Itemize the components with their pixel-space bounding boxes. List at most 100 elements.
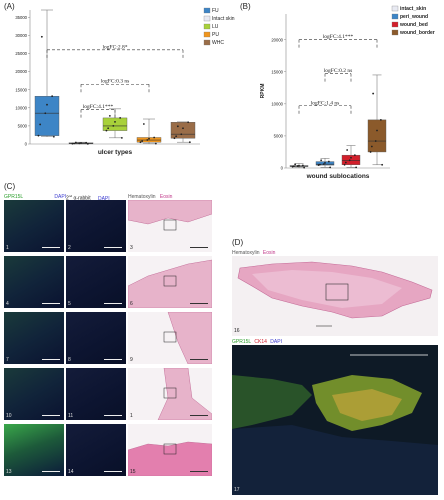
figc-panel-6: 6 xyxy=(128,256,212,308)
legend-label: FU xyxy=(212,8,219,14)
legend-label: peri_wound xyxy=(400,14,428,20)
figc-inset-box xyxy=(163,387,177,399)
data-point xyxy=(343,163,346,166)
figc-2nd-label: 2 xyxy=(66,195,69,202)
figc-panel-9: 9 xyxy=(128,312,212,364)
data-point xyxy=(374,140,377,142)
scale-bar xyxy=(104,359,122,360)
box-lu xyxy=(102,117,128,131)
data-point xyxy=(187,121,190,124)
data-point xyxy=(301,164,304,167)
x-axis-title: wound sublocations xyxy=(306,173,370,180)
figc-panel-13: 13 xyxy=(4,424,64,476)
panel-d-label: (D) xyxy=(232,238,244,247)
figc-panel-7: 7 xyxy=(4,312,64,364)
figc-inset-box xyxy=(163,331,177,343)
figd-num-16: 16 xyxy=(234,328,240,334)
box-wound_border xyxy=(367,119,387,153)
figc-panel-14: 14 xyxy=(66,424,126,476)
box-wound_bed xyxy=(341,154,361,165)
data-point xyxy=(350,156,352,159)
y-tick-label: 15000 xyxy=(15,87,27,92)
figc-he-tissue xyxy=(128,441,212,476)
data-point xyxy=(329,166,332,169)
figd-fluorescence-image: 17 xyxy=(232,345,438,495)
legend-label: intact_skin xyxy=(400,6,426,12)
data-point xyxy=(188,141,191,144)
figc-col2-header: 2nd α-rabbit DAPI xyxy=(66,194,110,202)
legend-swatch xyxy=(203,23,211,30)
y-tick-label: 10000 xyxy=(271,101,283,106)
sig-annotation: logFC:4.1*** xyxy=(323,34,354,40)
figc-panel-10: 10 xyxy=(4,368,64,420)
figc-panel-number: 9 xyxy=(130,357,133,363)
panel-a-label: (A) xyxy=(4,2,15,11)
figc-he-shape xyxy=(128,441,212,476)
figd-inset-box xyxy=(325,283,349,301)
legend-swatch xyxy=(203,39,211,46)
figc-he-tissue xyxy=(128,200,212,231)
data-point xyxy=(294,163,297,166)
data-point xyxy=(146,139,149,141)
y-tick-label: 10000 xyxy=(15,105,27,110)
figd-tissue-section xyxy=(237,261,433,327)
figc-panel-number: 7 xyxy=(6,357,9,363)
y-tick-label: 0 xyxy=(281,166,284,171)
figc-dapi-label-2: DAPI xyxy=(97,195,110,202)
data-point xyxy=(318,163,321,166)
y-tick-label: 15000 xyxy=(271,69,283,74)
data-point xyxy=(173,137,176,140)
scale-bar xyxy=(190,303,208,304)
figd-gpr15l-label: GPR15L xyxy=(232,339,251,345)
data-point xyxy=(153,136,156,139)
legend-swatch xyxy=(203,15,211,22)
y-axis-title: RPKM xyxy=(260,84,266,99)
data-point xyxy=(180,133,183,136)
data-point xyxy=(344,161,347,164)
data-point xyxy=(52,135,55,138)
figc-panel-number: 5 xyxy=(68,301,71,307)
data-point xyxy=(80,142,82,144)
y-tick-label: 20000 xyxy=(15,69,27,74)
data-point xyxy=(154,142,157,145)
legend-label: PU xyxy=(212,32,219,38)
data-point xyxy=(370,145,373,148)
data-point xyxy=(139,141,142,144)
figc-2nd-sup: nd xyxy=(68,194,73,198)
legend-swatch xyxy=(203,7,211,14)
y-tick-label: 0 xyxy=(25,142,28,147)
figc-panel-number: 4 xyxy=(6,301,9,307)
figc-panel-8: 8 xyxy=(66,312,126,364)
figd-hematoxylin-label: Hematoxylin xyxy=(232,250,260,256)
data-point xyxy=(381,163,384,166)
data-point xyxy=(148,137,150,140)
figc-inset-box xyxy=(163,275,177,287)
data-point xyxy=(176,125,179,128)
figc-panel-number: 8 xyxy=(68,357,71,363)
figc-col3-header: Hematoxylin Eosin xyxy=(128,194,172,200)
data-point xyxy=(369,151,372,153)
figc-panel-15: 15 xyxy=(128,424,212,476)
y-tick-label: 5000 xyxy=(274,134,284,139)
sig-annotation: logFC:1.4 ns xyxy=(311,100,339,106)
figc-panel-number: 6 xyxy=(130,301,133,307)
data-point xyxy=(346,149,349,151)
data-point xyxy=(324,161,326,164)
figc-panel-4: 4 xyxy=(4,256,64,308)
figc-eosin-label: Eosin xyxy=(159,194,173,200)
panel-b-label: (B) xyxy=(240,2,251,11)
data-point xyxy=(74,141,77,144)
figc-he-tissue xyxy=(163,312,212,364)
figc-panel-number: 3 xyxy=(130,245,133,251)
figc-he-tissue xyxy=(128,259,212,308)
sig-annotation: logFC:0.2 ns xyxy=(324,68,352,74)
figc-panel-number: 15 xyxy=(130,469,136,475)
data-point xyxy=(355,166,358,169)
data-point xyxy=(142,123,145,125)
data-point xyxy=(108,114,111,117)
data-point xyxy=(78,142,81,145)
data-point xyxy=(73,142,76,145)
figd-bottom-header: GPR15L CK14 DAPI xyxy=(232,339,282,345)
data-point xyxy=(51,95,54,98)
y-tick-label: 30000 xyxy=(15,33,27,38)
